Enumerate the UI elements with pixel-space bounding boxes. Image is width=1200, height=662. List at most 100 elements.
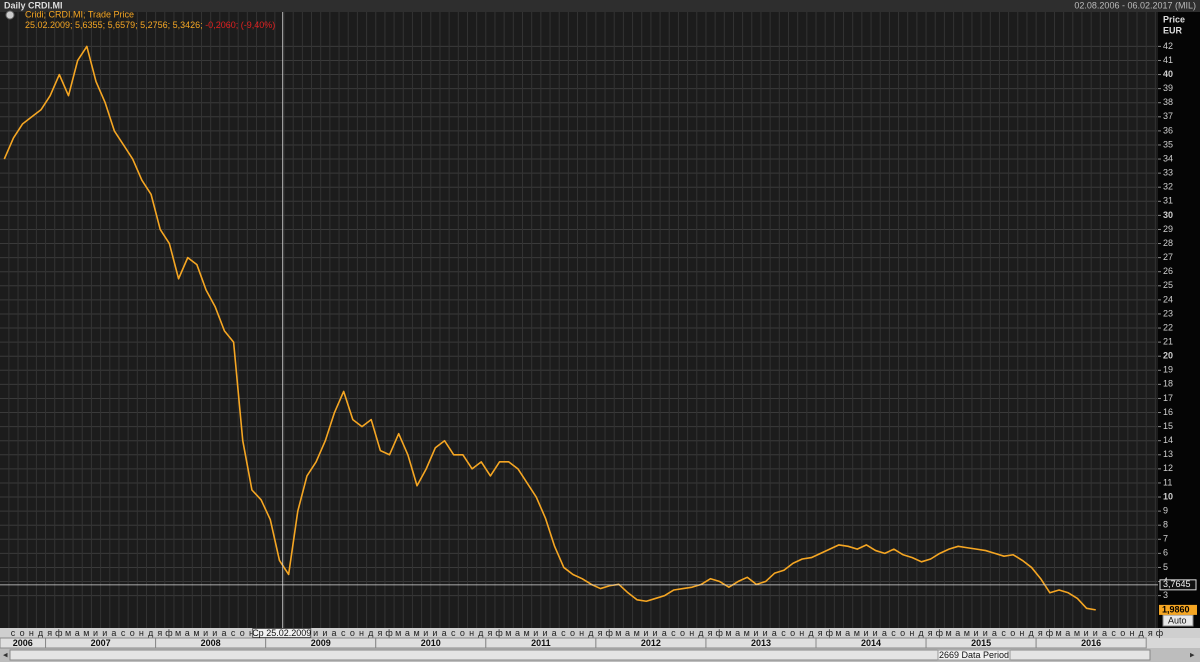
x-tick-label: я: [377, 628, 382, 638]
x-tick-label: а: [625, 628, 630, 638]
x-tick-label: д: [148, 628, 154, 638]
y-tick-label: 31: [1163, 196, 1173, 206]
x-tick-label: д: [1139, 628, 1145, 638]
x-tick-label: и: [643, 628, 648, 638]
legend-values: 25.02.2009; 5,6355; 5,6579; 5,2756; 5,34…: [25, 20, 275, 30]
x-tick-label: а: [955, 628, 960, 638]
crosshair-y-label: 3,7645: [1163, 579, 1191, 589]
x-tick-label: а: [845, 628, 850, 638]
x-tick-label: я: [1148, 628, 1153, 638]
x-tick-label: о: [680, 628, 685, 638]
x-tick-label: с: [891, 628, 896, 638]
crosshair-x-label: Ср 25.02.2009: [252, 628, 311, 638]
x-tick-label: д: [1028, 628, 1034, 638]
scroll-right[interactable]: ▸: [1190, 649, 1195, 659]
x-tick-label: и: [1084, 628, 1089, 638]
price-axis-panel: [1158, 12, 1200, 628]
x-tick-label: ф: [1156, 628, 1164, 638]
x-tick-label: о: [20, 628, 25, 638]
x-tick-label: с: [1111, 628, 1116, 638]
x-tick-label: н: [1019, 628, 1024, 638]
x-tick-label: с: [341, 628, 346, 638]
x-tick-label: м: [395, 628, 401, 638]
scroll-thumb[interactable]: [9, 649, 1151, 661]
y-tick-label: 6: [1163, 548, 1168, 558]
x-tick-label: а: [1102, 628, 1107, 638]
x-tick-label: с: [11, 628, 16, 638]
scale-label: Auto: [1168, 615, 1187, 625]
x-tick-label: и: [212, 628, 217, 638]
year-label: 2014: [861, 638, 881, 648]
title-bar: [0, 0, 1200, 12]
scale-button[interactable]: [1162, 614, 1194, 627]
year-label: 2015: [971, 638, 991, 648]
x-tick-label: н: [1129, 628, 1134, 638]
year-label: 2006: [13, 638, 33, 648]
y-tick-label: 27: [1163, 252, 1173, 262]
x-tick-label: с: [561, 628, 566, 638]
x-tick-label: и: [863, 628, 868, 638]
y-tick-label: 11: [1163, 477, 1172, 487]
x-tick-label: и: [102, 628, 107, 638]
x-tick-label: н: [139, 628, 144, 638]
x-tick-label: с: [231, 628, 236, 638]
year-label: 2012: [641, 638, 661, 648]
x-tick-label: с: [451, 628, 456, 638]
year-box: [1035, 637, 1147, 649]
year-label: 2010: [421, 638, 441, 648]
x-tick-label: ф: [826, 628, 834, 638]
x-tick-label: ф: [936, 628, 944, 638]
x-tick-label: н: [249, 628, 254, 638]
y-tick-label: 29: [1163, 224, 1173, 234]
y-tick-label: 24: [1163, 294, 1173, 304]
year-label: 2016: [1081, 638, 1101, 648]
x-tick-label: м: [725, 628, 731, 638]
x-tick-label: а: [552, 628, 557, 638]
period-label: 2669 Data Period: [939, 650, 1009, 660]
x-tick-label: с: [121, 628, 126, 638]
y-tick-label: 15: [1163, 421, 1173, 431]
y-axis-unit: EUR: [1163, 25, 1183, 35]
x-tick-label: я: [47, 628, 52, 638]
y-tick-label: 7: [1163, 534, 1168, 544]
y-tick-label: 9: [1163, 505, 1168, 515]
scroll-left[interactable]: ◂: [3, 649, 8, 659]
x-tick-label: а: [992, 628, 997, 638]
x-tick-label: м: [854, 628, 860, 638]
x-tick-label: и: [983, 628, 988, 638]
x-tick-label: н: [359, 628, 364, 638]
x-tick-label: а: [75, 628, 80, 638]
crosshair-y-box: [1159, 579, 1197, 591]
x-tick-label: а: [882, 628, 887, 638]
legend-name: Cridi; CRDI.MI; Trade Price: [25, 9, 134, 19]
x-tick-label: ф: [716, 628, 724, 638]
x-tick-label: и: [542, 628, 547, 638]
x-tick-label: ф: [55, 628, 63, 638]
y-tick-label: 12: [1163, 463, 1173, 473]
x-tick-label: м: [945, 628, 951, 638]
y-tick-label: 38: [1163, 97, 1173, 107]
x-tick-label: о: [130, 628, 135, 638]
x-tick-label: д: [698, 628, 704, 638]
period-box: [937, 649, 1011, 661]
x-tick-label: и: [763, 628, 768, 638]
y-tick-label: 20: [1163, 351, 1173, 361]
y-tick-label: 30: [1163, 210, 1173, 220]
legend-icon[interactable]: [5, 10, 15, 20]
x-tick-label: а: [405, 628, 410, 638]
y-tick-label: 42: [1163, 41, 1173, 51]
x-tick-label: м: [505, 628, 511, 638]
y-tick-label: 37: [1163, 111, 1173, 121]
y-tick-label: 23: [1163, 308, 1173, 318]
x-tick-label: н: [909, 628, 914, 638]
x-tick-label: и: [1093, 628, 1098, 638]
y-tick-label: 21: [1163, 336, 1173, 346]
x-tick-label: а: [772, 628, 777, 638]
x-tick-label: о: [350, 628, 355, 638]
x-tick-label: а: [515, 628, 520, 638]
last-price-box: [1159, 604, 1197, 615]
x-tick-label: о: [900, 628, 905, 638]
y-tick-label: 33: [1163, 168, 1173, 178]
y-tick-label: 5: [1163, 562, 1168, 572]
x-tick-label: и: [432, 628, 437, 638]
